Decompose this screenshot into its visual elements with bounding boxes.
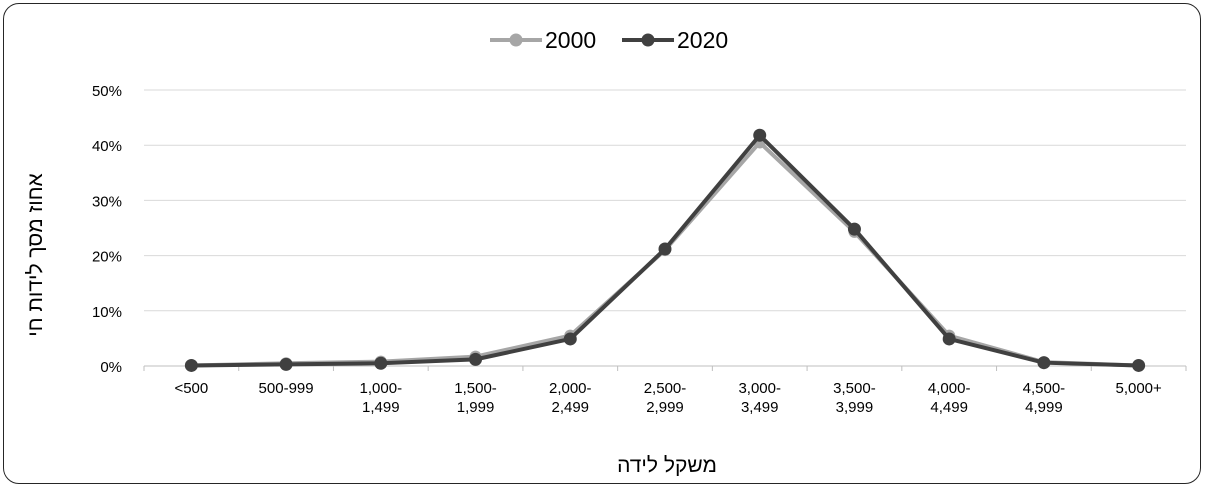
x-tick-label: 4,000-4,499 — [928, 380, 971, 416]
x-tick-label: 3,000-3,499 — [738, 380, 781, 416]
gridlines — [144, 90, 1186, 371]
y-tick-label: 0% — [100, 359, 122, 376]
x-tick-label: 1,000-1,499 — [360, 380, 403, 416]
data-point — [374, 357, 387, 370]
y-axis-ticks: 0% 10% 20% 30% 40% 50% — [92, 83, 122, 376]
x-tick-label: 4,500-4,999 — [1023, 380, 1066, 416]
series-2020 — [185, 129, 1145, 372]
y-tick-label: 20% — [92, 249, 122, 266]
legend-swatch-marker — [510, 34, 523, 47]
y-axis-title: אחוז מסך לידות חי — [24, 173, 47, 336]
x-tick-label: 3,500-3,999 — [833, 380, 876, 416]
series-layer — [185, 129, 1145, 372]
legend-item-2000: 2000 — [490, 27, 596, 53]
data-point — [1132, 359, 1145, 372]
x-tick-label: 500-999 — [259, 380, 314, 397]
x-tick-label: 2,500-2,999 — [644, 380, 687, 416]
y-tick-label: 30% — [92, 193, 122, 210]
data-point — [280, 358, 293, 371]
data-point — [185, 359, 198, 372]
data-point — [1037, 356, 1050, 369]
data-point — [659, 242, 672, 255]
legend-label: 2020 — [677, 27, 728, 53]
y-tick-label: 50% — [92, 83, 122, 100]
data-point — [564, 332, 577, 345]
x-tick-label: 5,000+ — [1115, 380, 1162, 397]
data-point — [753, 129, 766, 142]
legend-item-2020: 2020 — [622, 27, 728, 53]
legend: 2000 2020 — [490, 27, 728, 53]
legend-swatch-marker — [642, 34, 655, 47]
legend-label: 2000 — [545, 27, 596, 53]
y-tick-label: 40% — [92, 138, 122, 155]
y-tick-label: 10% — [92, 304, 122, 321]
data-point — [943, 332, 956, 345]
x-tick-label: 1,500-1,999 — [454, 380, 497, 416]
x-axis-ticks: <500 500-999 1,000-1,499 1,500-1,999 2,000-2… — [174, 380, 1162, 416]
x-axis-title: משקל לידה — [617, 454, 717, 477]
x-tick-label: 2,000-2,499 — [549, 380, 592, 416]
x-tick-label: <500 — [174, 380, 208, 397]
data-point — [469, 353, 482, 366]
data-point — [848, 223, 861, 236]
